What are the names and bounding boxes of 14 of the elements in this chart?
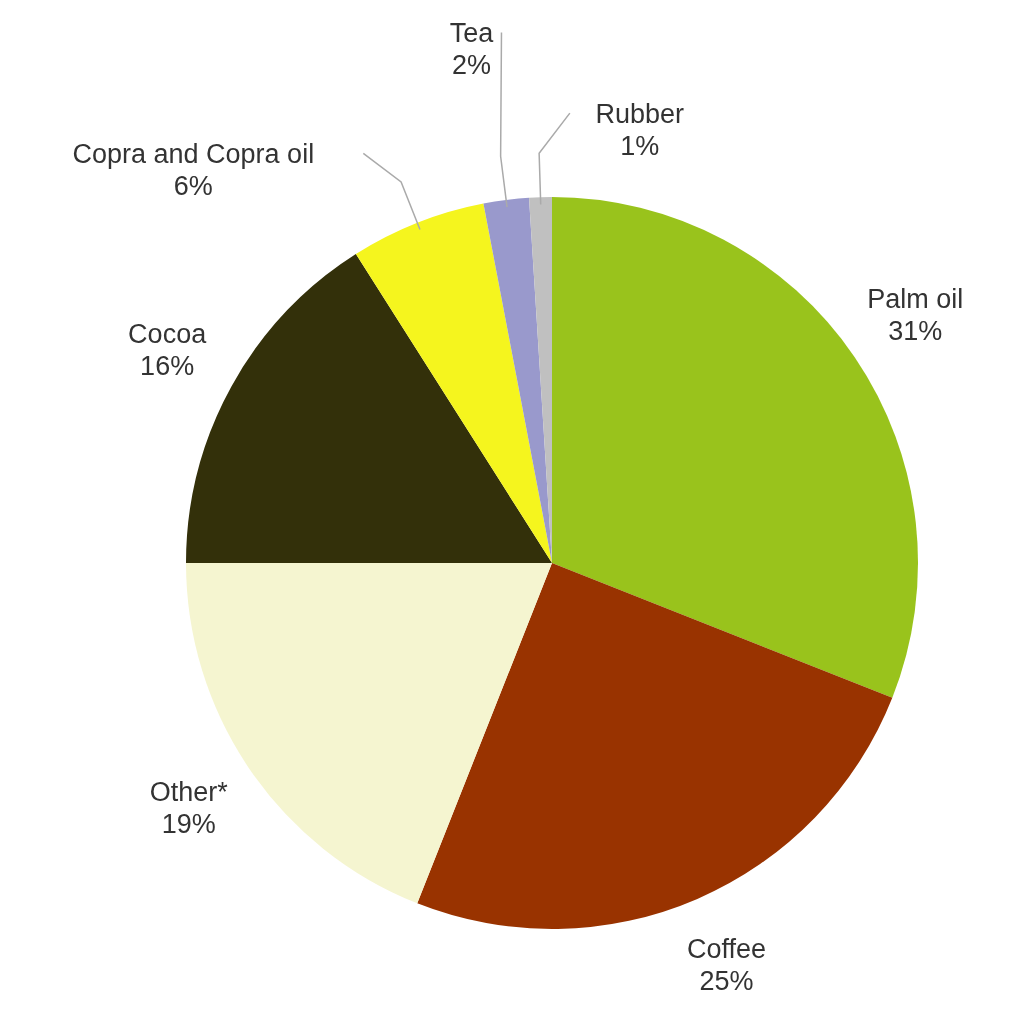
slice-label: Cocoa <box>128 318 208 349</box>
slice-label: Rubber <box>595 98 685 129</box>
data-label: 16% <box>140 350 195 381</box>
data-label: 1% <box>620 130 660 161</box>
data-label: 19% <box>161 809 216 840</box>
slice-label: Tea <box>449 18 495 49</box>
data-label: 6% <box>173 170 213 201</box>
slice-label: Copra and Copra oil <box>72 138 315 169</box>
data-label: 2% <box>451 50 491 81</box>
data-label: 31% <box>888 315 943 346</box>
slice-label: Palm oil <box>867 283 964 314</box>
slice-label: Other* <box>149 777 229 808</box>
data-label: 25% <box>699 965 754 996</box>
slice-label: Coffee <box>686 933 766 964</box>
